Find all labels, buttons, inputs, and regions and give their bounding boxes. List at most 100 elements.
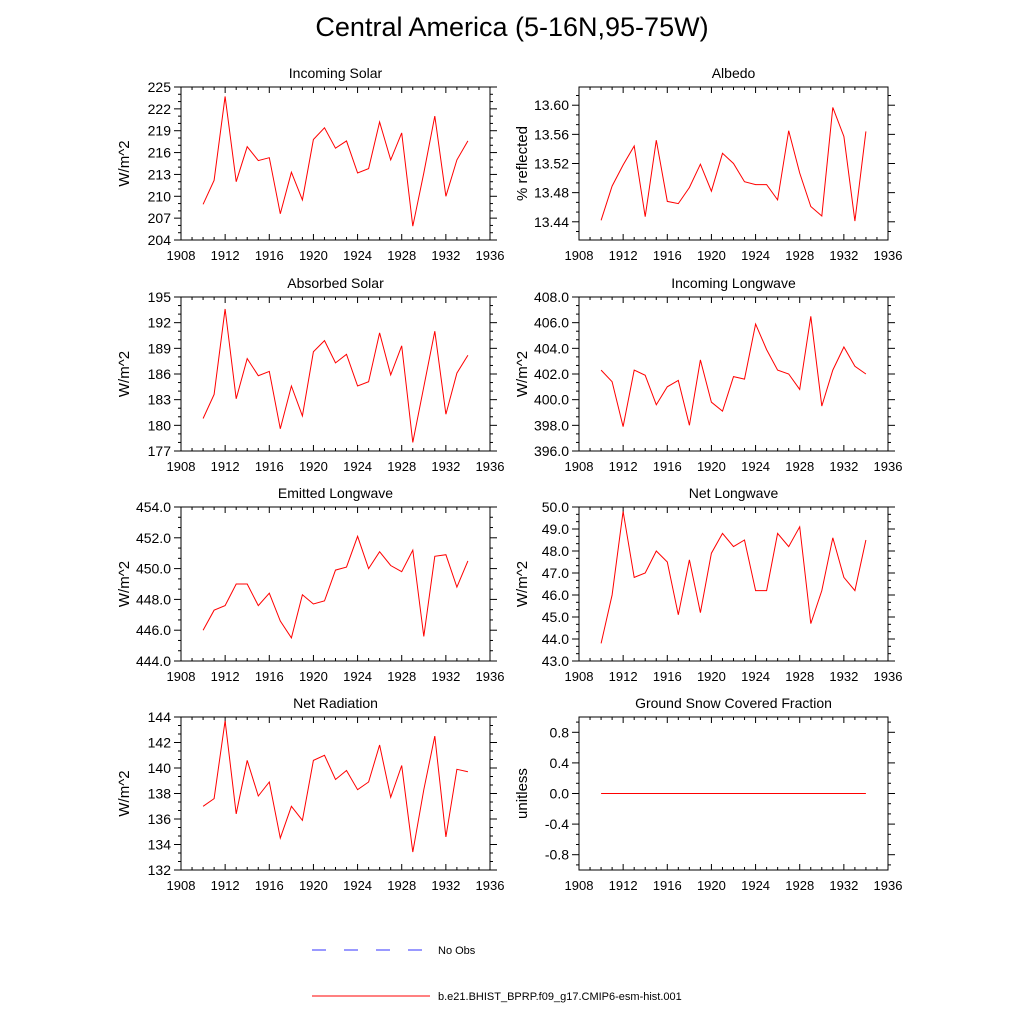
x-tick-label: 1916 bbox=[255, 248, 284, 263]
panel-title: Net Radiation bbox=[293, 695, 378, 711]
y-tick-label: 213 bbox=[148, 166, 172, 182]
x-tick-label: 1920 bbox=[697, 669, 726, 684]
x-tick-label: 1932 bbox=[431, 248, 460, 263]
x-tick-label: 1908 bbox=[565, 459, 594, 474]
x-tick-label: 1928 bbox=[387, 669, 416, 684]
x-tick-label: 1924 bbox=[343, 459, 372, 474]
x-tick-label: 1912 bbox=[211, 248, 240, 263]
x-tick-label: 1936 bbox=[874, 248, 903, 263]
y-tick-label: 47.0 bbox=[542, 565, 569, 581]
x-tick-label: 1912 bbox=[609, 248, 638, 263]
x-tick-label: 1920 bbox=[697, 459, 726, 474]
x-tick-label: 1912 bbox=[609, 878, 638, 893]
x-tick-label: 1908 bbox=[565, 248, 594, 263]
x-tick-label: 1928 bbox=[785, 248, 814, 263]
x-tick-label: 1936 bbox=[874, 878, 903, 893]
x-tick-label: 1924 bbox=[741, 248, 770, 263]
x-tick-label: 1932 bbox=[431, 878, 460, 893]
y-tick-label: 210 bbox=[148, 188, 172, 204]
x-tick-label: 1916 bbox=[255, 669, 284, 684]
y-axis-label: unitless bbox=[514, 768, 531, 819]
legend-label-model: b.e21.BHIST_BPRP.f09_g17.CMIP6-esm-hist.… bbox=[438, 991, 682, 1003]
panel-title: Albedo bbox=[712, 65, 756, 81]
series-line bbox=[600, 316, 867, 427]
y-tick-label: 207 bbox=[148, 210, 172, 226]
x-tick-label: 1916 bbox=[255, 878, 284, 893]
panel-3: Absorbed Solar W/m^2 1908 1912 1916 1920 1924 1… bbox=[116, 275, 504, 474]
x-tick-label: 1908 bbox=[167, 669, 196, 684]
x-tick-label: 1912 bbox=[609, 459, 638, 474]
x-tick-label: 1912 bbox=[211, 878, 240, 893]
y-tick-label: 0.4 bbox=[550, 755, 570, 771]
y-tick-label: 138 bbox=[148, 786, 172, 802]
x-tick-label: 1916 bbox=[653, 459, 682, 474]
y-tick-label: 43.0 bbox=[542, 653, 569, 669]
panel-title: Ground Snow Covered Fraction bbox=[635, 695, 832, 711]
y-tick-label: 13.56 bbox=[534, 126, 569, 142]
x-tick-label: 1908 bbox=[167, 878, 196, 893]
y-tick-label: 49.0 bbox=[542, 521, 569, 537]
x-tick-label: 1932 bbox=[431, 669, 460, 684]
series-line bbox=[202, 308, 469, 443]
y-tick-label: 186 bbox=[148, 366, 172, 382]
x-tick-label: 1932 bbox=[829, 669, 858, 684]
y-tick-label: -0.4 bbox=[545, 816, 569, 832]
x-tick-label: 1912 bbox=[609, 669, 638, 684]
panel-title: Incoming Solar bbox=[289, 65, 383, 81]
panel-6: Net Longwave W/m^2 1908 1912 1916 1920 1924 192… bbox=[514, 485, 902, 684]
y-tick-label: 0.0 bbox=[550, 786, 570, 802]
x-tick-label: 1936 bbox=[476, 669, 505, 684]
x-tick-label: 1924 bbox=[343, 878, 372, 893]
x-tick-label: 1920 bbox=[299, 878, 328, 893]
y-tick-label: 404.0 bbox=[534, 340, 569, 356]
series-line bbox=[202, 534, 469, 640]
x-tick-label: 1920 bbox=[299, 248, 328, 263]
y-tick-label: 44.0 bbox=[542, 631, 569, 647]
y-tick-label: 13.44 bbox=[534, 214, 569, 230]
plot-frame bbox=[578, 506, 889, 662]
x-tick-label: 1924 bbox=[741, 878, 770, 893]
x-tick-label: 1908 bbox=[565, 878, 594, 893]
x-tick-label: 1936 bbox=[476, 248, 505, 263]
x-tick-label: 1932 bbox=[829, 459, 858, 474]
x-tick-label: 1928 bbox=[785, 878, 814, 893]
legend-label-no-obs: No Obs bbox=[438, 945, 476, 957]
y-axis-label: W/m^2 bbox=[116, 770, 133, 816]
y-tick-label: 446.0 bbox=[136, 622, 171, 638]
panel-title: Emitted Longwave bbox=[278, 485, 393, 501]
panel-1: Incoming Solar W/m^2 1908 1912 1916 1920 1924 1… bbox=[116, 65, 504, 263]
panel-2: Albedo % reflected 1908 1912 1916 1920 1924 192… bbox=[514, 65, 902, 263]
panel-4: Incoming Longwave W/m^2 1908 1912 1916 1920 19… bbox=[514, 275, 902, 474]
panel-title: Absorbed Solar bbox=[287, 275, 384, 291]
y-tick-label: 189 bbox=[148, 340, 172, 356]
x-tick-label: 1908 bbox=[167, 459, 196, 474]
x-tick-label: 1932 bbox=[431, 459, 460, 474]
x-tick-label: 1916 bbox=[653, 248, 682, 263]
y-tick-label: 180 bbox=[148, 417, 172, 433]
x-tick-label: 1936 bbox=[476, 459, 505, 474]
y-tick-label: 13.48 bbox=[534, 185, 569, 201]
y-tick-label: 192 bbox=[148, 315, 172, 331]
y-tick-label: 204 bbox=[148, 232, 172, 248]
series-line bbox=[202, 720, 469, 853]
y-tick-label: 144 bbox=[148, 709, 172, 725]
y-tick-label: 13.52 bbox=[534, 156, 569, 172]
y-tick-label: 142 bbox=[148, 735, 172, 751]
panel-5: Emitted Longwave W/m^2 1908 1912 1916 1920 192… bbox=[116, 485, 504, 684]
x-tick-label: 1916 bbox=[653, 669, 682, 684]
panel-7: Net Radiation W/m^2 1908 1912 1916 1920 1924 19… bbox=[116, 695, 504, 893]
x-tick-label: 1916 bbox=[255, 459, 284, 474]
x-tick-label: 1928 bbox=[387, 878, 416, 893]
y-axis-label: W/m^2 bbox=[116, 140, 133, 186]
x-tick-label: 1908 bbox=[167, 248, 196, 263]
y-tick-label: 400.0 bbox=[534, 392, 569, 408]
plot-frame bbox=[180, 506, 491, 662]
y-tick-label: 454.0 bbox=[136, 499, 171, 515]
x-tick-label: 1912 bbox=[211, 669, 240, 684]
plot-frame bbox=[578, 296, 889, 452]
y-tick-label: 219 bbox=[148, 123, 172, 139]
y-tick-label: 46.0 bbox=[542, 587, 569, 603]
x-tick-label: 1920 bbox=[299, 669, 328, 684]
series-line bbox=[600, 107, 867, 222]
x-tick-label: 1920 bbox=[299, 459, 328, 474]
